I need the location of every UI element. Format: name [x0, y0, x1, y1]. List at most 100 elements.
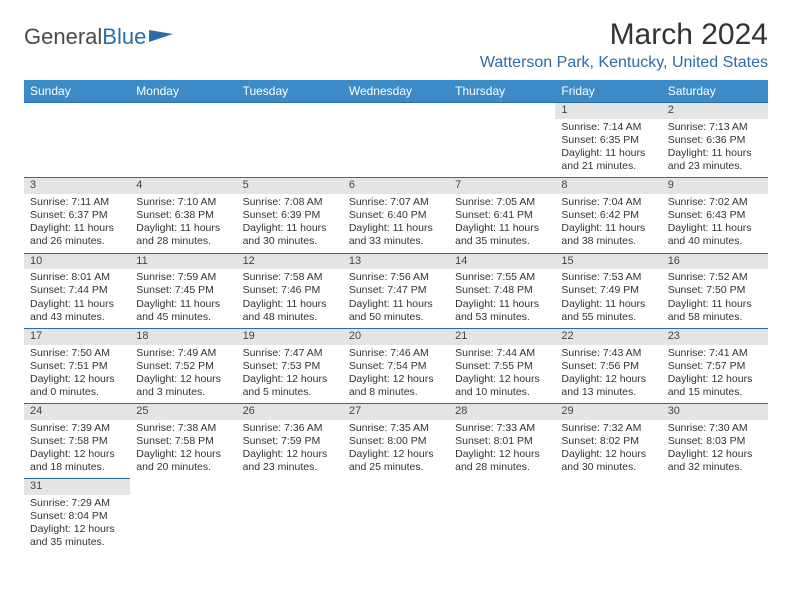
daylight-line-2: and 13 minutes.: [561, 386, 655, 399]
sunset-line: Sunset: 7:52 PM: [136, 360, 230, 373]
daylight-line-2: and 8 minutes.: [349, 386, 443, 399]
sunrise-line: Sunrise: 7:02 AM: [668, 196, 762, 209]
day-content-cell: [237, 119, 343, 178]
sunrise-line: Sunrise: 7:07 AM: [349, 196, 443, 209]
sunset-line: Sunset: 6:41 PM: [455, 209, 549, 222]
daylight-line-2: and 5 minutes.: [243, 386, 337, 399]
sunset-line: Sunset: 6:42 PM: [561, 209, 655, 222]
sunset-line: Sunset: 7:58 PM: [30, 435, 124, 448]
day-number-cell: 19: [237, 328, 343, 344]
daynum-row: 17181920212223: [24, 328, 768, 344]
daynum-row: 31: [24, 479, 768, 495]
day-content-cell: Sunrise: 7:05 AMSunset: 6:41 PMDaylight:…: [449, 194, 555, 253]
sunrise-line: Sunrise: 7:30 AM: [668, 422, 762, 435]
day-content-cell: Sunrise: 7:39 AMSunset: 7:58 PMDaylight:…: [24, 420, 130, 479]
weekday-header: Sunday: [24, 80, 130, 103]
day-content-cell: [130, 119, 236, 178]
sunset-line: Sunset: 6:40 PM: [349, 209, 443, 222]
day-content-cell: [130, 495, 236, 554]
daylight-line-1: Daylight: 11 hours: [561, 222, 655, 235]
sunset-line: Sunset: 7:58 PM: [136, 435, 230, 448]
day-number-cell: 25: [130, 404, 236, 420]
sunrise-line: Sunrise: 7:47 AM: [243, 347, 337, 360]
day-content-cell: Sunrise: 7:07 AMSunset: 6:40 PMDaylight:…: [343, 194, 449, 253]
content-row: Sunrise: 7:39 AMSunset: 7:58 PMDaylight:…: [24, 420, 768, 479]
weekday-header: Tuesday: [237, 80, 343, 103]
sunset-line: Sunset: 7:44 PM: [30, 284, 124, 297]
day-content-cell: Sunrise: 7:13 AMSunset: 6:36 PMDaylight:…: [662, 119, 768, 178]
daylight-line-2: and 33 minutes.: [349, 235, 443, 248]
daylight-line-1: Daylight: 11 hours: [455, 298, 549, 311]
day-number-cell: [343, 479, 449, 495]
day-content-cell: [662, 495, 768, 554]
sunrise-line: Sunrise: 7:29 AM: [30, 497, 124, 510]
daylight-line-2: and 21 minutes.: [561, 160, 655, 173]
daylight-line-1: Daylight: 11 hours: [668, 222, 762, 235]
location: Watterson Park, Kentucky, United States: [480, 54, 768, 72]
content-row: Sunrise: 8:01 AMSunset: 7:44 PMDaylight:…: [24, 269, 768, 328]
daylight-line-1: Daylight: 11 hours: [668, 298, 762, 311]
day-number-cell: 17: [24, 328, 130, 344]
sunrise-line: Sunrise: 8:01 AM: [30, 271, 124, 284]
daylight-line-1: Daylight: 12 hours: [243, 448, 337, 461]
day-content-cell: Sunrise: 7:53 AMSunset: 7:49 PMDaylight:…: [555, 269, 661, 328]
daylight-line-1: Daylight: 11 hours: [30, 298, 124, 311]
day-number-cell: 11: [130, 253, 236, 269]
day-number-cell: 30: [662, 404, 768, 420]
sunrise-line: Sunrise: 7:08 AM: [243, 196, 337, 209]
day-number-cell: [237, 103, 343, 119]
daylight-line-1: Daylight: 11 hours: [243, 222, 337, 235]
daylight-line-1: Daylight: 12 hours: [561, 373, 655, 386]
day-number-cell: [449, 103, 555, 119]
daylight-line-2: and 53 minutes.: [455, 311, 549, 324]
day-content-cell: [449, 119, 555, 178]
daylight-line-1: Daylight: 11 hours: [243, 298, 337, 311]
day-number-cell: [24, 103, 130, 119]
sunrise-line: Sunrise: 7:43 AM: [561, 347, 655, 360]
sunset-line: Sunset: 6:39 PM: [243, 209, 337, 222]
day-number-cell: 6: [343, 178, 449, 194]
day-number-cell: 26: [237, 404, 343, 420]
daylight-line-2: and 55 minutes.: [561, 311, 655, 324]
sunset-line: Sunset: 7:57 PM: [668, 360, 762, 373]
daylight-line-2: and 26 minutes.: [30, 235, 124, 248]
day-content-cell: Sunrise: 7:50 AMSunset: 7:51 PMDaylight:…: [24, 345, 130, 404]
sunrise-line: Sunrise: 7:59 AM: [136, 271, 230, 284]
daylight-line-2: and 50 minutes.: [349, 311, 443, 324]
day-number-cell: 7: [449, 178, 555, 194]
sunset-line: Sunset: 6:36 PM: [668, 134, 762, 147]
daylight-line-1: Daylight: 12 hours: [349, 373, 443, 386]
day-content-cell: Sunrise: 7:36 AMSunset: 7:59 PMDaylight:…: [237, 420, 343, 479]
daylight-line-1: Daylight: 11 hours: [561, 298, 655, 311]
daylight-line-1: Daylight: 12 hours: [561, 448, 655, 461]
sunrise-line: Sunrise: 7:46 AM: [349, 347, 443, 360]
sunset-line: Sunset: 7:54 PM: [349, 360, 443, 373]
daylight-line-2: and 38 minutes.: [561, 235, 655, 248]
sunrise-line: Sunrise: 7:10 AM: [136, 196, 230, 209]
content-row: Sunrise: 7:14 AMSunset: 6:35 PMDaylight:…: [24, 119, 768, 178]
sunset-line: Sunset: 8:00 PM: [349, 435, 443, 448]
sunset-line: Sunset: 6:35 PM: [561, 134, 655, 147]
daylight-line-2: and 40 minutes.: [668, 235, 762, 248]
day-content-cell: [449, 495, 555, 554]
sunset-line: Sunset: 7:49 PM: [561, 284, 655, 297]
day-content-cell: [343, 495, 449, 554]
sunrise-line: Sunrise: 7:58 AM: [243, 271, 337, 284]
day-number-cell: 10: [24, 253, 130, 269]
day-content-cell: Sunrise: 7:11 AMSunset: 6:37 PMDaylight:…: [24, 194, 130, 253]
day-content-cell: Sunrise: 7:02 AMSunset: 6:43 PMDaylight:…: [662, 194, 768, 253]
sunset-line: Sunset: 7:56 PM: [561, 360, 655, 373]
daylight-line-2: and 35 minutes.: [455, 235, 549, 248]
day-content-cell: [555, 495, 661, 554]
weekday-header: Saturday: [662, 80, 768, 103]
flag-icon: [149, 24, 175, 50]
daylight-line-1: Daylight: 11 hours: [561, 147, 655, 160]
sunrise-line: Sunrise: 7:05 AM: [455, 196, 549, 209]
day-number-cell: 4: [130, 178, 236, 194]
sunset-line: Sunset: 7:55 PM: [455, 360, 549, 373]
sunrise-line: Sunrise: 7:14 AM: [561, 121, 655, 134]
day-number-cell: 28: [449, 404, 555, 420]
weekday-header: Monday: [130, 80, 236, 103]
daylight-line-2: and 28 minutes.: [455, 461, 549, 474]
daylight-line-2: and 23 minutes.: [243, 461, 337, 474]
